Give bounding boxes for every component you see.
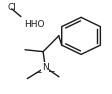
Text: HHO: HHO [24, 20, 44, 29]
Text: Cl: Cl [7, 3, 16, 12]
Text: −: − [47, 67, 54, 76]
Text: −: − [33, 67, 41, 77]
Text: N: N [42, 63, 48, 72]
